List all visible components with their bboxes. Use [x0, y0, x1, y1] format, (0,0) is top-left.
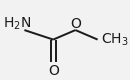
Text: H$_2$N: H$_2$N [3, 16, 31, 32]
Text: O: O [48, 64, 59, 78]
Text: CH$_3$: CH$_3$ [102, 31, 129, 48]
Text: O: O [70, 17, 81, 31]
